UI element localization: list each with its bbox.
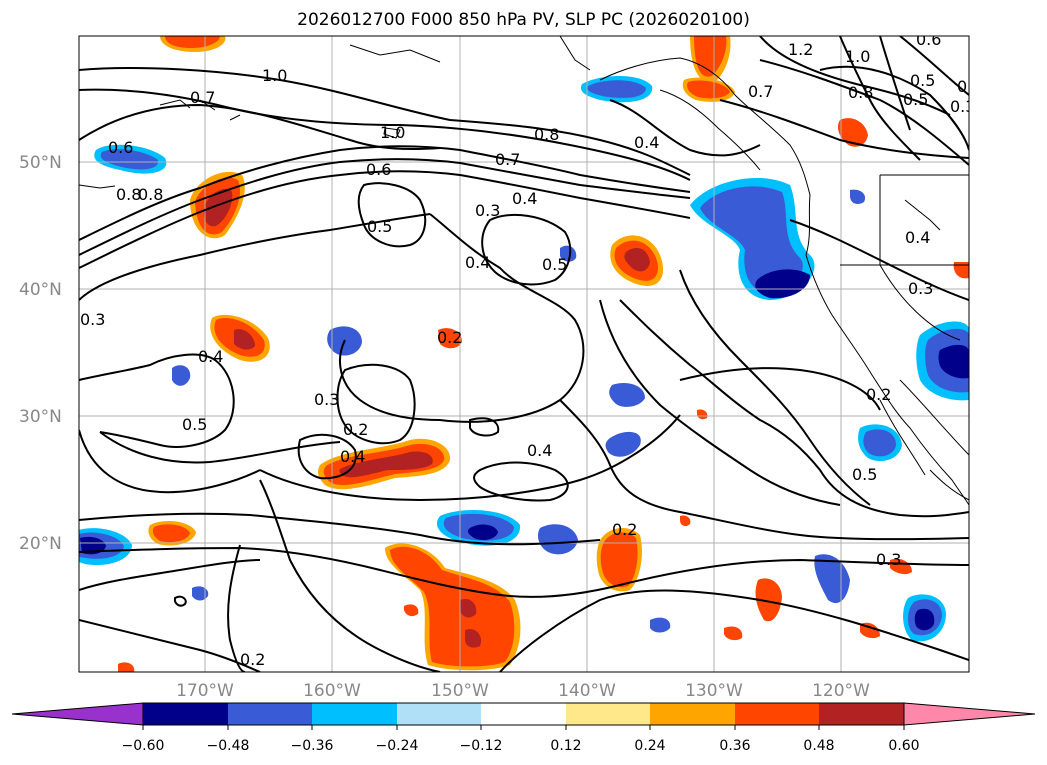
- contour-label: 0.5: [367, 217, 392, 236]
- colorbar-segment: [143, 703, 228, 725]
- slp-contours: [79, 36, 969, 672]
- colorbar-tick-label: 0.48: [803, 738, 834, 754]
- contour-label: 0.3: [314, 390, 339, 409]
- contour-label: 0.4: [634, 133, 659, 152]
- contour-label: 0.6: [366, 160, 391, 179]
- colorbar-tick-label: −0.24: [376, 738, 419, 754]
- lat-label: 30°N: [19, 407, 62, 427]
- lon-label: 140°W: [558, 681, 616, 701]
- lat-label: 20°N: [19, 534, 62, 554]
- colorbar-segment: [735, 703, 819, 725]
- contour-label: 1.0: [845, 47, 870, 66]
- contour-label: 0.7: [748, 82, 773, 101]
- contour-label: 0.7: [190, 88, 215, 107]
- contour-label: 0.3: [957, 77, 982, 96]
- contour-label: 0.2: [343, 420, 368, 439]
- colorbar-segment: [312, 703, 397, 725]
- contour-label: 0.6: [108, 138, 133, 157]
- contour-label: 0.3: [908, 279, 933, 298]
- colorbar-tick-label: 0.12: [550, 738, 581, 754]
- lon-label: 130°W: [685, 681, 743, 701]
- lon-label: 160°W: [303, 681, 361, 701]
- contour-label: 0.3: [876, 550, 901, 569]
- colorbar: −0.60 −0.48 −0.36 −0.24 −0.12 0.12 0.24 …: [11, 702, 1036, 754]
- colorbar-segment: [481, 703, 566, 725]
- coastlines: [79, 36, 969, 506]
- contour-label: 0.8: [534, 125, 559, 144]
- contour-label: 0.8: [848, 83, 873, 102]
- colorbar-tick-label: −0.48: [207, 738, 250, 754]
- contour-label: 0.3: [950, 97, 975, 116]
- lon-label: 150°W: [431, 681, 489, 701]
- contour-label: 0.4: [198, 347, 223, 366]
- longitude-labels: 170°W 160°W 150°W 140°W 130°W 120°W: [176, 681, 870, 701]
- contour-label: 0.4: [512, 189, 537, 208]
- contour-label: 0.6: [916, 30, 941, 49]
- colorbar-frame: [142, 702, 905, 726]
- contour-label: 0.2: [866, 385, 891, 404]
- colorbar-tick-label: −0.36: [291, 738, 334, 754]
- colorbar-segment: [650, 703, 735, 725]
- contour-label: 0.4: [527, 441, 552, 460]
- lon-label: 170°W: [176, 681, 234, 701]
- contour-label: 1.0: [380, 123, 405, 142]
- contour-label: 0.5: [903, 90, 928, 109]
- latitude-labels: 50°N 40°N 30°N 20°N: [19, 153, 62, 554]
- contour-label: 0.5: [910, 71, 935, 90]
- contour-label: 0.4: [465, 253, 490, 272]
- colorbar-extend-min: [11, 702, 144, 726]
- contour-label: 0.7: [495, 150, 520, 169]
- colorbar-tick-label: 0.60: [888, 738, 919, 754]
- colorbar-tick-label: −0.60: [122, 738, 165, 754]
- contour-label: 0.8: [116, 185, 141, 204]
- contour-label: 0.5: [542, 255, 567, 274]
- colorbar-tick-label: −0.12: [460, 738, 503, 754]
- lat-label: 50°N: [19, 153, 62, 173]
- lat-label: 40°N: [19, 280, 62, 300]
- contour-label: 0.4: [905, 228, 930, 247]
- contour-label: 1.0: [262, 66, 287, 85]
- colorbar-segment: [819, 703, 904, 725]
- colorbar-tick-label: 0.36: [719, 738, 750, 754]
- contour-label: 0.2: [612, 520, 637, 539]
- contour-label: 0.2: [240, 650, 265, 669]
- colorbar-extend-max: [903, 702, 1036, 726]
- contour-label: 0.3: [80, 310, 105, 329]
- contour-label: 0.5: [182, 415, 207, 434]
- pv-negative-regions: [79, 76, 969, 642]
- map-frame: [78, 35, 970, 673]
- colorbar-segment: [228, 703, 312, 725]
- colorbar-segment: [566, 703, 650, 725]
- lon-label: 120°W: [812, 681, 870, 701]
- contour-label: 1.2: [788, 40, 813, 59]
- contour-label: 0.3: [475, 201, 500, 220]
- colorbar-segment: [397, 703, 481, 725]
- pv-positive-regions: [118, 36, 969, 672]
- contour-label: 0.8: [138, 185, 163, 204]
- map-title: 2026012700 F000 850 hPa PV, SLP PC (2026…: [297, 10, 750, 30]
- contour-label: 0.5: [852, 465, 877, 484]
- contour-label: 0.4: [340, 447, 365, 466]
- colorbar-tick-label: 0.24: [634, 738, 665, 754]
- contour-labels: 1.0 0.7 1.2 1.0 0.5 0.3 0.6 0.8 1.0 0.6 …: [80, 30, 982, 669]
- contour-label: 0.2: [437, 328, 462, 347]
